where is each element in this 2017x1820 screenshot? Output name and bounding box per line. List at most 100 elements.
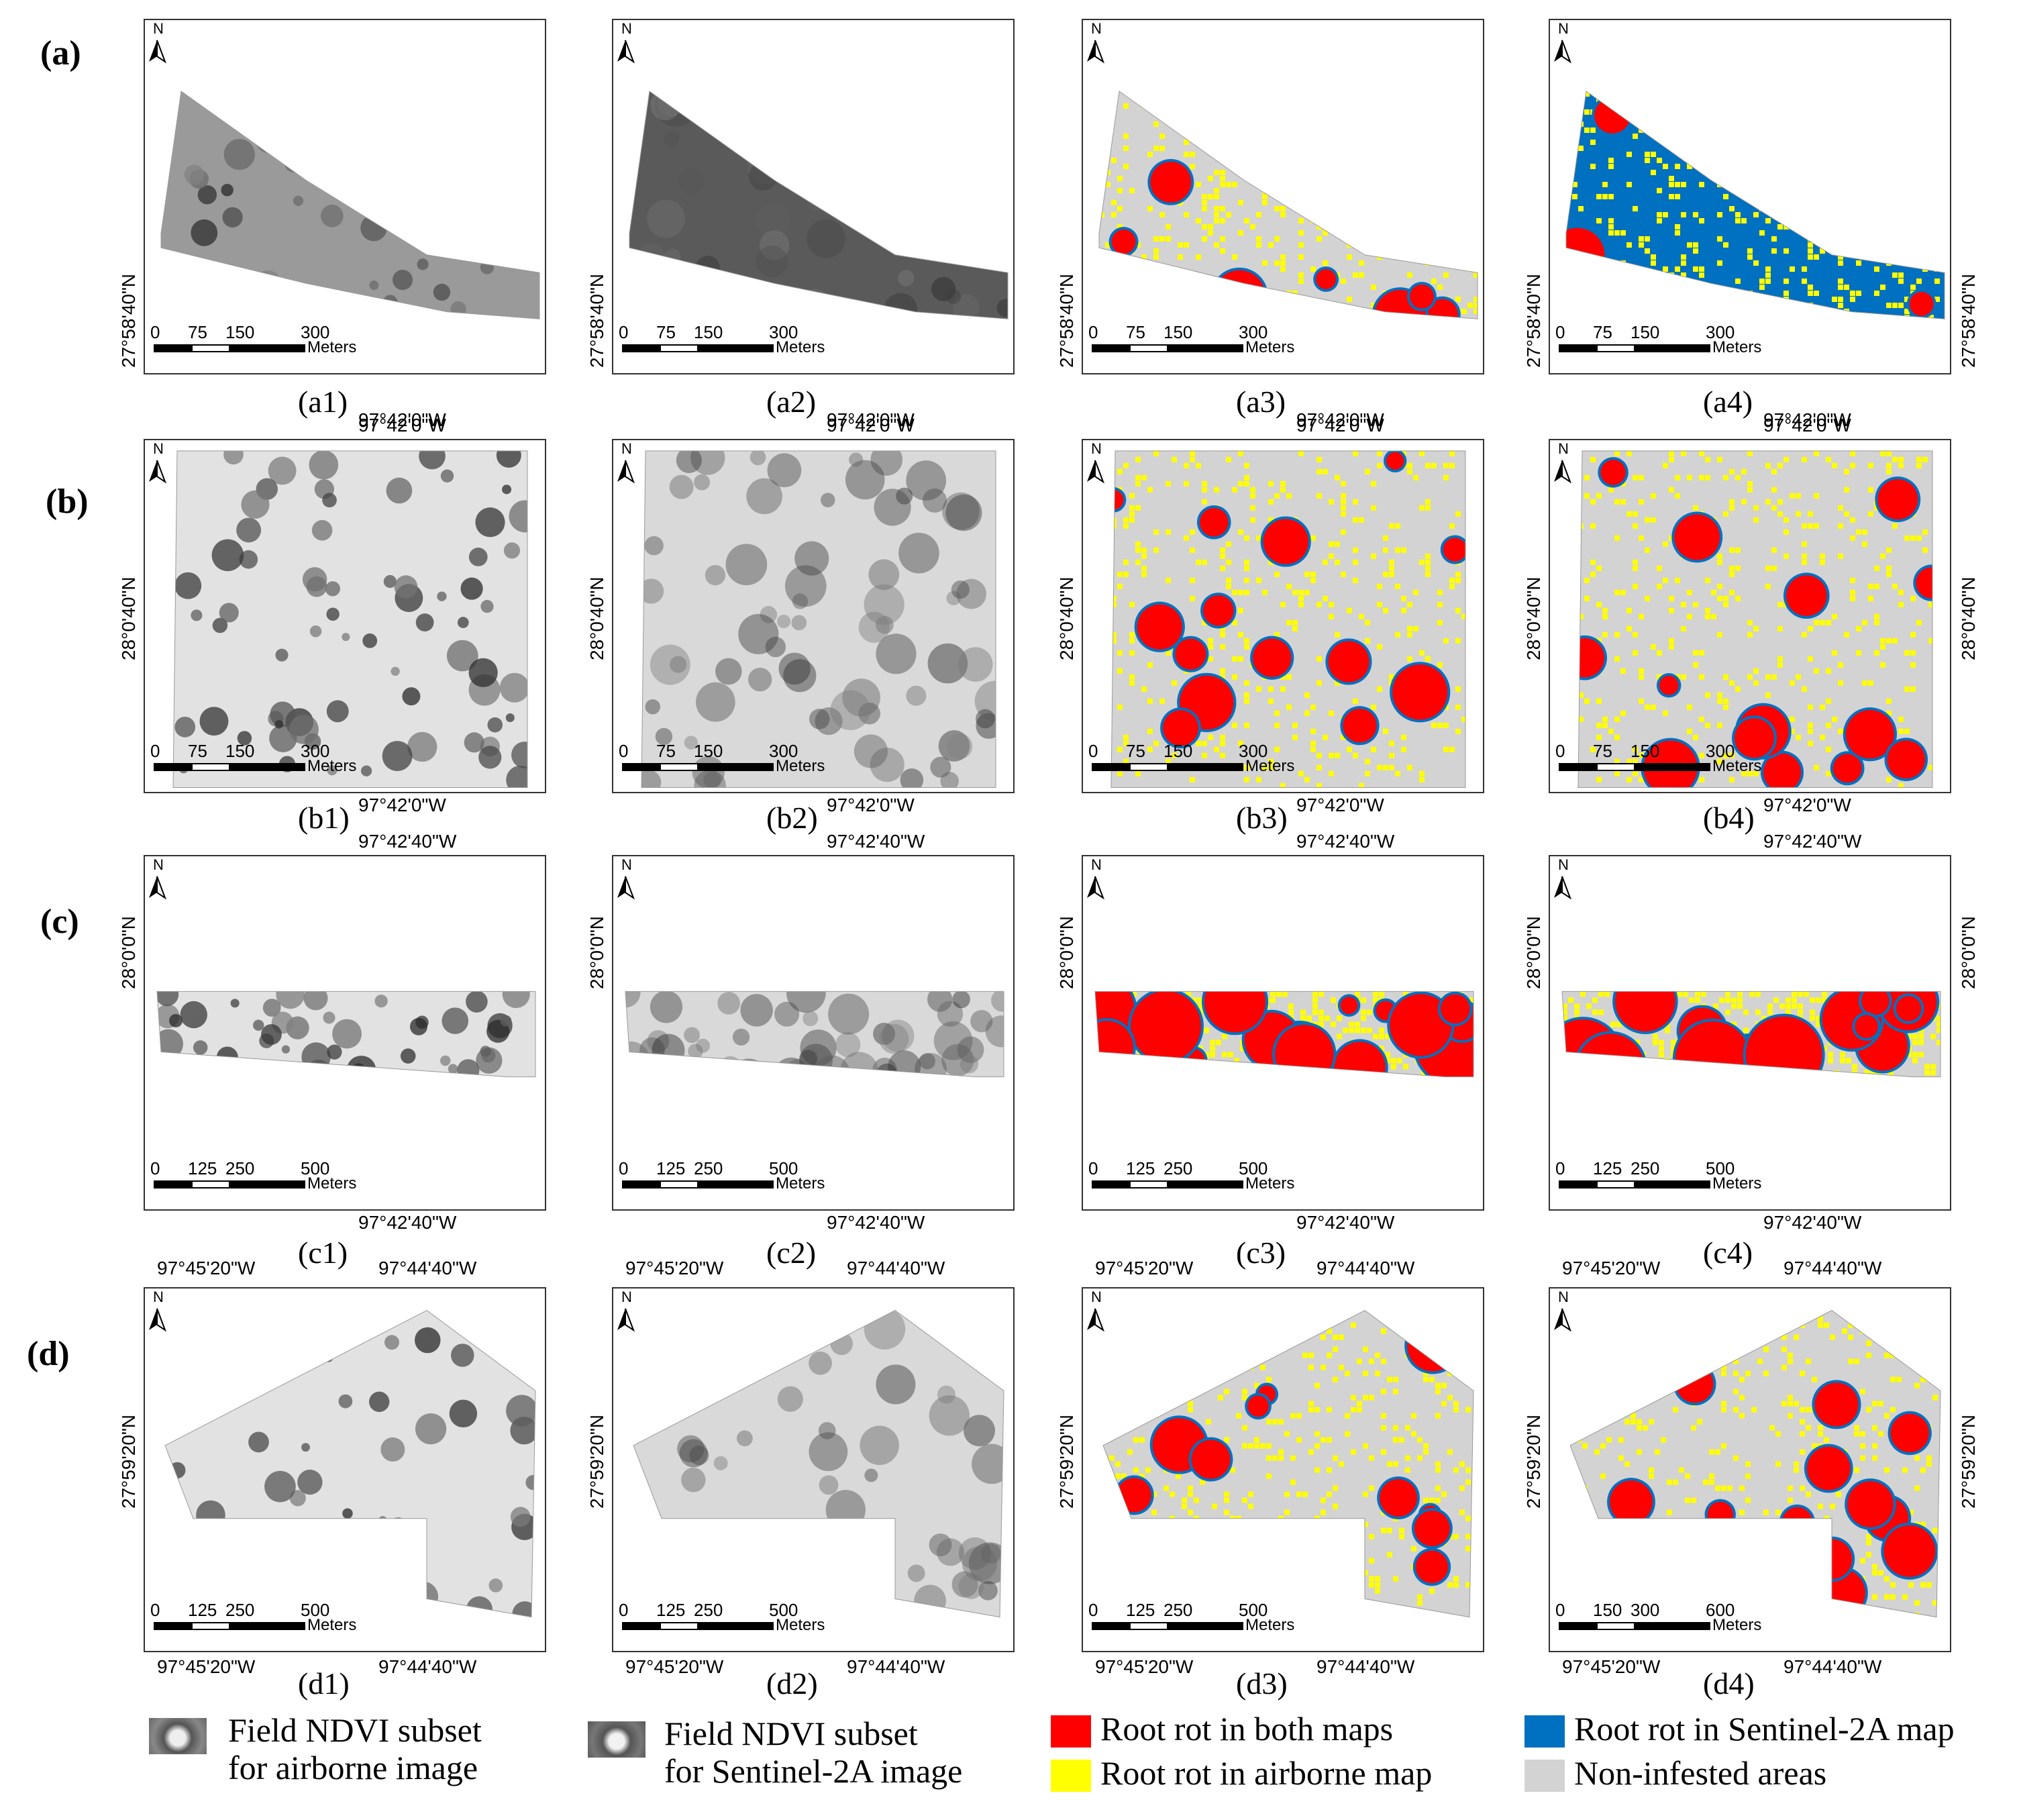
airborne-root-rot-pixel: [1232, 674, 1237, 680]
airborne-root-rot-pixel: [1224, 1388, 1229, 1395]
airborne-root-rot-pixel: [1735, 91, 1741, 97]
ndvi-patch: [927, 183, 941, 198]
airborne-root-rot-pixel: [1214, 109, 1219, 115]
airborne-root-rot-pixel: [1363, 1491, 1368, 1497]
ndvi-patch: [915, 1053, 947, 1077]
legend-swatch-both: [1051, 1715, 1091, 1748]
sentinel-root-rot-area: [1136, 1310, 1166, 1336]
airborne-root-rot-pixel: [1238, 529, 1243, 535]
airborne-root-rot-pixel: [1675, 97, 1680, 103]
airborne-root-rot-pixel: [1594, 1358, 1600, 1364]
scale-tick-label: 300: [301, 322, 330, 342]
airborne-root-rot-pixel: [1832, 462, 1837, 468]
scale-bar: [154, 344, 305, 352]
ndvi-patch: [281, 1045, 291, 1054]
airborne-root-rot-pixel: [1133, 1322, 1139, 1328]
airborne-root-rot-pixel: [1449, 583, 1455, 589]
airborne-root-rot-pixel: [1401, 218, 1406, 223]
ndvi-patch: [230, 999, 240, 1008]
ndvi-patch: [875, 615, 894, 634]
airborne-root-rot-pixel: [1745, 1370, 1751, 1376]
airborne-root-rot-pixel: [1117, 571, 1123, 577]
scale-tick-label: 150: [1163, 741, 1193, 761]
airborne-root-rot-pixel: [1449, 164, 1455, 169]
airborne-root-rot-pixel: [1196, 103, 1201, 109]
airborne-root-rot-pixel: [1184, 462, 1189, 468]
airborne-root-rot-pixel: [1602, 722, 1608, 728]
airborne-root-rot-pixel: [1455, 176, 1461, 181]
airborne-root-rot-pixel: [1673, 1552, 1678, 1558]
airborne-root-rot-pixel: [1166, 236, 1171, 242]
airborne-root-rot-pixel: [1310, 571, 1316, 577]
airborne-root-rot-pixel: [1792, 997, 1797, 1003]
airborne-root-rot-pixel: [1938, 1521, 1941, 1527]
airborne-root-rot-pixel: [1260, 1576, 1265, 1582]
airborne-root-rot-pixel: [1123, 734, 1129, 740]
airborne-root-rot-pixel: [1590, 164, 1596, 169]
field-map-c4: [1554, 876, 1941, 1189]
airborne-root-rot-pixel: [1151, 1509, 1157, 1515]
airborne-root-rot-pixel: [1232, 146, 1237, 151]
airborne-root-rot-pixel: [1435, 1461, 1441, 1467]
airborne-root-rot-pixel: [1653, 1064, 1658, 1070]
airborne-root-rot-pixel: [1135, 242, 1141, 248]
root-rot-both-area: [1111, 230, 1136, 254]
airborne-root-rot-pixel: [1117, 668, 1123, 674]
airborne-root-rot-pixel: [1449, 242, 1455, 248]
airborne-root-rot-pixel: [1884, 1467, 1890, 1473]
airborne-root-rot-pixel: [1695, 1070, 1700, 1076]
airborne-root-rot-pixel: [1274, 493, 1280, 499]
airborne-root-rot-pixel: [1220, 206, 1225, 211]
airborne-root-rot-pixel: [1612, 1346, 1618, 1352]
longitude-label: 97°42'0"W: [827, 415, 915, 436]
airborne-root-rot-pixel: [1864, 1070, 1869, 1076]
airborne-root-rot-pixel: [1838, 230, 1843, 236]
airborne-root-rot-pixel: [1166, 758, 1171, 764]
ndvi-patch: [466, 991, 488, 1013]
airborne-root-rot-pixel: [1681, 212, 1686, 217]
ndvi-patch: [512, 1601, 535, 1617]
airborne-root-rot-pixel: [1808, 656, 1813, 662]
legend-swatch-airborne-map: [1051, 1760, 1091, 1792]
airborne-root-rot-pixel: [1379, 1046, 1384, 1052]
sentinel-root-rot-area: [1566, 297, 1587, 319]
airborne-root-rot-pixel: [1473, 230, 1478, 236]
airborne-root-rot-pixel: [1363, 1395, 1368, 1401]
airborne-root-rot-pixel: [1262, 152, 1268, 157]
root-rot-both-area: [1150, 161, 1192, 203]
field-map-a4: [1554, 40, 1945, 352]
airborne-root-rot-pixel: [1886, 776, 1892, 782]
airborne-root-rot-pixel: [1665, 1027, 1670, 1033]
airborne-root-rot-pixel: [1341, 493, 1346, 499]
airborne-root-rot-pixel: [1904, 164, 1910, 169]
airborne-root-rot-pixel: [1788, 1485, 1793, 1491]
ndvi-patch: [958, 1573, 984, 1599]
ndvi-patch: [958, 647, 993, 682]
longitude-label: 97°44'40"W: [1316, 1258, 1415, 1278]
airborne-root-rot-pixel: [1735, 212, 1741, 217]
airborne-root-rot-pixel: [1238, 631, 1243, 638]
airborne-root-rot-pixel: [1637, 1533, 1642, 1539]
airborne-root-rot-pixel: [1314, 1594, 1320, 1600]
airborne-root-rot-pixel: [1844, 487, 1849, 493]
airborne-root-rot-pixel: [1244, 285, 1249, 290]
north-arrow-icon: [1087, 40, 1105, 64]
longitude-label: 97°44'40"W: [847, 1656, 945, 1677]
airborne-root-rot-pixel: [1798, 991, 1803, 997]
airborne-root-rot-pixel: [1802, 146, 1807, 151]
airborne-root-rot-pixel: [1902, 1594, 1908, 1600]
ndvi-patch: [275, 648, 289, 662]
sentinel-root-rot-area: [1190, 1321, 1216, 1347]
airborne-root-rot-pixel: [1314, 1576, 1320, 1582]
airborne-root-rot-pixel: [1622, 1070, 1628, 1076]
ndvi-patch: [232, 95, 248, 111]
airborne-root-rot-pixel: [1274, 309, 1280, 314]
airborne-root-rot-pixel: [1407, 140, 1412, 145]
airborne-root-rot-pixel: [1141, 686, 1147, 692]
airborne-root-rot-pixel: [1633, 631, 1638, 638]
scale-tick-label: 75: [188, 741, 207, 761]
airborne-root-rot-pixel: [1868, 230, 1873, 236]
ndvi-patch: [749, 450, 766, 466]
airborne-root-rot-pixel: [1268, 758, 1274, 764]
airborne-root-rot-pixel: [1401, 152, 1406, 157]
